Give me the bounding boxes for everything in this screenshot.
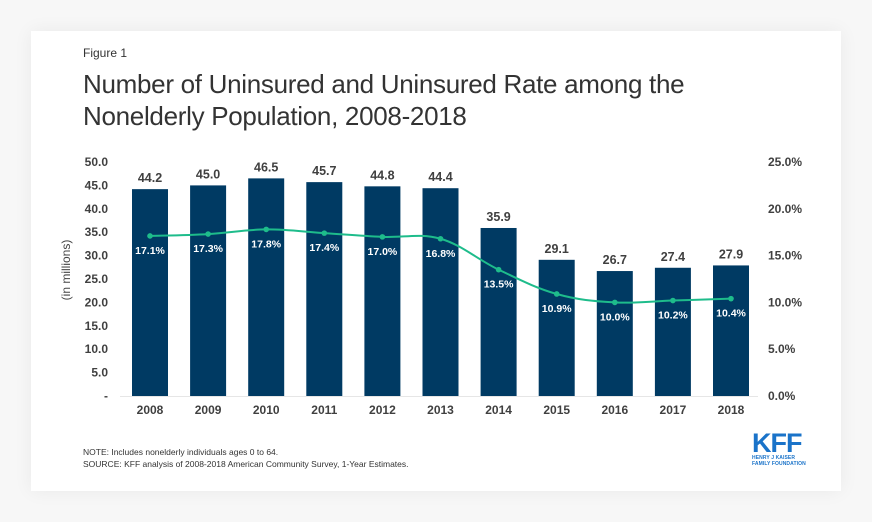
logo-wordmark: KFF	[752, 428, 802, 458]
rate-label: 16.8%	[426, 248, 456, 260]
bar-series	[132, 178, 749, 396]
bar-value-label: 46.5	[254, 160, 278, 174]
rate-point	[147, 233, 153, 239]
chart-title-line-1: Number of Uninsured and Uninsured Rate a…	[83, 69, 685, 99]
rate-label: 10.4%	[716, 308, 746, 320]
bar-value-label: 26.7	[603, 253, 627, 267]
bar	[190, 185, 227, 396]
bar	[248, 178, 285, 396]
bar-value-label: 44.8	[370, 168, 394, 182]
bar-value-label: 44.2	[138, 171, 162, 185]
logo-subtitle-1: HENRY J KAISER	[752, 455, 796, 461]
footnote: NOTE: Includes nonelderly individuals ag…	[83, 446, 409, 470]
bar-value-label: 44.4	[428, 170, 452, 184]
note-text: NOTE: Includes nonelderly individuals ag…	[83, 447, 279, 457]
bar	[480, 227, 517, 396]
rate-label: 10.9%	[542, 303, 572, 315]
chart-title: Number of Uninsured and Uninsured Rate a…	[83, 68, 783, 132]
bar-value-label: 27.4	[661, 250, 685, 264]
kff-logo[interactable]: KFF HENRY J KAISER FAMILY FOUNDATION	[752, 428, 812, 468]
chart-title-line-2: Nonelderly Population, 2008-2018	[83, 101, 467, 131]
y-tick-label: 10.0	[85, 342, 109, 356]
y-tick-label: 45.0	[85, 178, 109, 192]
x-tick-label: 2012	[369, 403, 396, 417]
bar-value-label: 45.0	[196, 167, 220, 181]
y-tick-label: 5.0	[91, 366, 108, 380]
rate-label: 17.1%	[135, 245, 165, 257]
logo-subtitle-2: FAMILY FOUNDATION	[752, 461, 806, 467]
rate-label: 17.8%	[251, 238, 281, 250]
bar	[422, 188, 459, 396]
bar	[538, 259, 575, 396]
bar	[596, 271, 633, 396]
x-tick-label: 2013	[427, 403, 454, 417]
y-tick-label: 50.0	[85, 155, 109, 169]
rate-point	[205, 231, 211, 237]
y2-tick-label: 10.0%	[768, 295, 802, 309]
x-tick-label: 2011	[311, 403, 337, 417]
x-tick-label: 2017	[660, 403, 687, 417]
bar-value-label: 35.9	[486, 210, 510, 224]
rate-point	[437, 235, 444, 242]
x-tick-label: 2008	[137, 403, 164, 417]
rate-point	[670, 297, 676, 304]
y-tick-label: 25.0	[85, 272, 109, 286]
x-tick-label: 2018	[718, 403, 745, 417]
rate-point	[321, 230, 328, 236]
y-tick-label: 40.0	[85, 202, 109, 216]
rate-label: 17.0%	[368, 246, 398, 258]
rate-point	[263, 226, 270, 233]
y-axis-right: 0.0% 5.0% 10.0% 15.0% 20.0% 25.0%	[768, 155, 802, 403]
source-text: SOURCE: KFF analysis of 2008-2018 Americ…	[83, 459, 409, 469]
bar-value-labels: 44.2 45.0 46.5 45.7 44.8 44.4 35.9 29.1 26.7 27.4…	[138, 160, 743, 267]
x-tick-label: 2014	[485, 403, 512, 417]
bar	[306, 182, 343, 396]
rate-point	[612, 299, 618, 306]
y-tick-label: -	[104, 389, 108, 403]
y-axis-label: (in millions)	[59, 240, 73, 301]
rate-point	[495, 266, 502, 273]
y2-tick-label: 15.0%	[768, 249, 802, 263]
x-tick-label: 2015	[543, 403, 570, 417]
y2-tick-label: 20.0%	[768, 202, 802, 216]
rate-label: 17.3%	[193, 243, 223, 255]
bar-value-label: 27.9	[719, 247, 743, 261]
rate-label: 10.0%	[600, 311, 630, 323]
rate-point	[728, 295, 734, 302]
y-tick-label: 20.0	[85, 295, 109, 309]
x-tick-label: 2009	[195, 403, 222, 417]
figure-label: Figure 1	[83, 46, 128, 60]
y2-tick-label: 5.0%	[768, 342, 796, 356]
bar-value-label: 29.1	[545, 242, 569, 256]
y-axis-left: - 5.0 10.0 15.0 20.0 25.0 30.0 35.0 40.0 45.0 50.0	[85, 155, 109, 403]
rate-label: 10.2%	[658, 310, 688, 322]
rate-point	[379, 234, 386, 240]
y2-tick-label: 25.0%	[768, 155, 802, 169]
bar	[713, 265, 749, 396]
bar	[132, 189, 168, 396]
x-tick-label: 2010	[253, 403, 280, 417]
y-tick-label: 35.0	[85, 225, 109, 239]
x-tick-label: 2016	[601, 403, 628, 417]
bar	[654, 267, 691, 396]
y-tick-label: 15.0	[85, 319, 109, 333]
rate-point	[553, 291, 560, 297]
x-axis: 2008 2009 2010 2011 2012 2013 2014 2015 2016 2017…	[137, 403, 745, 417]
bar	[364, 186, 401, 396]
rate-label: 13.5%	[484, 279, 514, 291]
y2-tick-label: 0.0%	[768, 389, 796, 403]
bar-value-label: 45.7	[312, 164, 336, 178]
y-tick-label: 30.0	[85, 249, 109, 263]
rate-label: 17.4%	[309, 242, 339, 254]
line-series: 17.1% 17.3% 17.8% 17.4% 17.0% 16.8% 13.5% 10.9%…	[135, 226, 747, 323]
